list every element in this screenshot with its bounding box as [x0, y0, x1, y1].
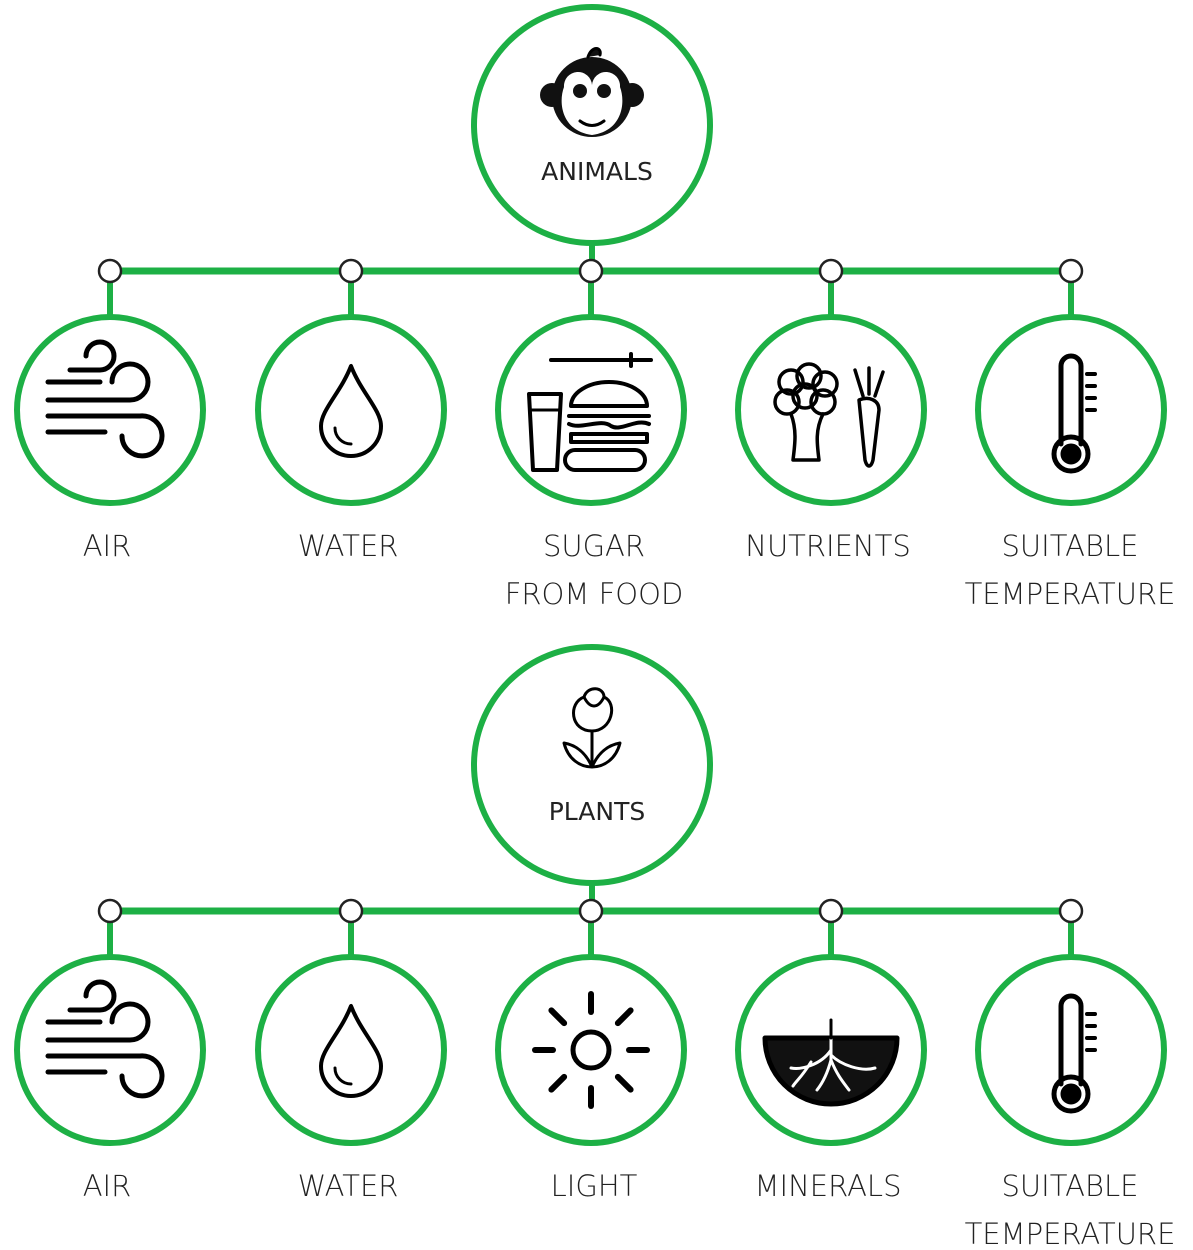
- child-node: [978, 317, 1164, 503]
- child-node: [498, 957, 684, 1143]
- junction: [580, 900, 602, 922]
- junction: [99, 900, 121, 922]
- child-label: SUGAR: [543, 529, 645, 563]
- child-label: SUITABLE: [1002, 529, 1139, 563]
- child-node: [978, 957, 1164, 1143]
- root-label: PLANTS: [549, 797, 646, 826]
- icon-part: [573, 84, 587, 98]
- root-label: ANIMALS: [541, 157, 653, 186]
- child-node: [498, 317, 684, 503]
- junction: [1060, 900, 1082, 922]
- child-label: AIR: [83, 529, 132, 563]
- child-label: SUITABLE: [1002, 1169, 1139, 1203]
- child-node: [258, 317, 444, 503]
- child-label: WATER: [298, 529, 399, 563]
- junction: [820, 900, 842, 922]
- icon-part: [1063, 446, 1079, 462]
- child-label: FROM FOOD: [505, 577, 684, 611]
- page: ANIMALS AIR WATER SUGAR FROM FOOD NUTRIENTS SU…: [0, 0, 1193, 1250]
- junction: [340, 260, 362, 282]
- junction: [340, 900, 362, 922]
- child-label: TEMPERATURE: [965, 1217, 1176, 1250]
- icon-part: [1063, 1086, 1079, 1102]
- child-node: [258, 957, 444, 1143]
- child-label: LIGHT: [551, 1169, 638, 1203]
- junction: [820, 260, 842, 282]
- junction: [99, 260, 121, 282]
- junction: [580, 260, 602, 282]
- junction: [1060, 260, 1082, 282]
- icon-part: [540, 83, 564, 107]
- child-label: TEMPERATURE: [965, 577, 1176, 611]
- icon-part: [597, 84, 611, 98]
- diagram: ANIMALS AIR WATER SUGAR FROM FOOD NUTRIENTS SU…: [0, 0, 1193, 1250]
- icon-part: [620, 83, 644, 107]
- child-label: WATER: [298, 1169, 399, 1203]
- child-label: AIR: [83, 1169, 132, 1203]
- child-label: NUTRIENTS: [745, 529, 910, 563]
- child-label: MINERALS: [755, 1169, 902, 1203]
